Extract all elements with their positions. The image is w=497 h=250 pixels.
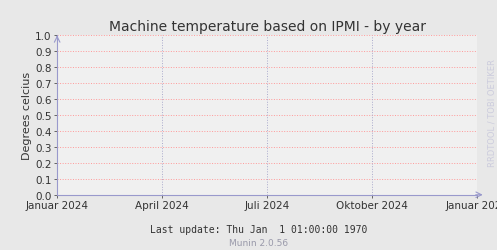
Title: Machine temperature based on IPMI - by year: Machine temperature based on IPMI - by y… <box>109 20 425 34</box>
Text: Last update: Thu Jan  1 01:00:00 1970: Last update: Thu Jan 1 01:00:00 1970 <box>150 224 367 234</box>
Text: RRDTOOL / TOBI OETIKER: RRDTOOL / TOBI OETIKER <box>487 59 496 166</box>
Y-axis label: Degrees celcius: Degrees celcius <box>22 72 32 160</box>
Text: Munin 2.0.56: Munin 2.0.56 <box>229 238 288 248</box>
